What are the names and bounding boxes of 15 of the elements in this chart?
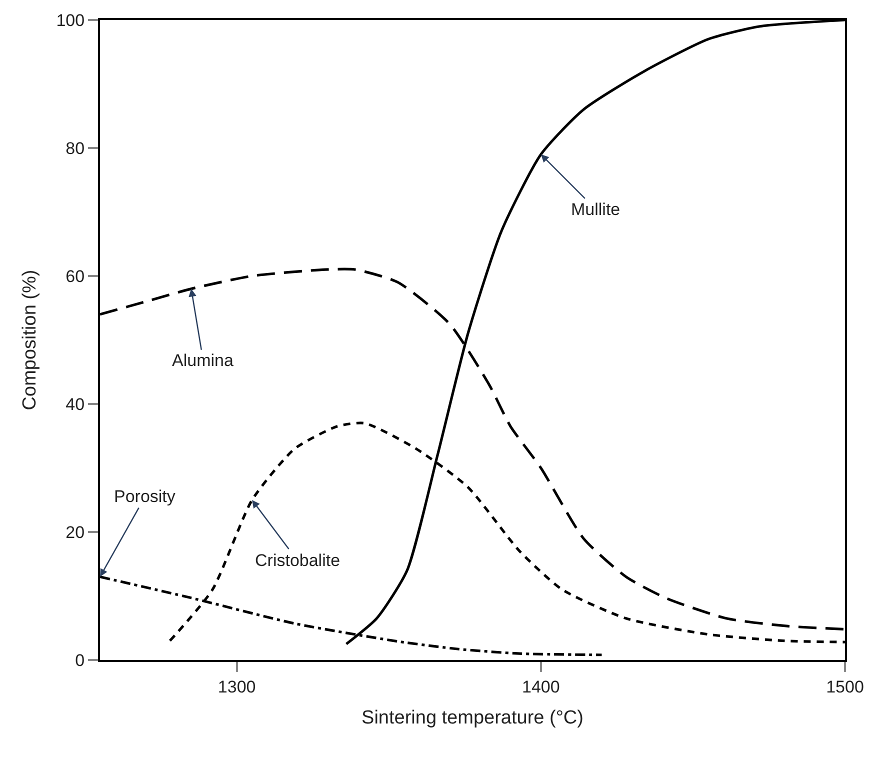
y-tick-label: 0 [75,650,85,670]
y-tick-label: 40 [66,394,85,414]
y-tick-label: 80 [66,138,85,158]
x-axis-title: Sintering temperature (°C) [362,708,584,729]
y-tick-label: 20 [66,522,85,542]
x-tick-label: 1400 [522,677,560,696]
y-axis-title: Composition (%) [20,270,41,410]
annotation: Alumina [172,351,234,370]
annotation: Cristobalite [255,551,340,570]
annotation: Porosity [114,487,176,506]
annotation: Mullite [571,200,620,219]
y-tick-label: 100 [56,10,85,30]
y-tick-label: 60 [66,266,85,286]
x-tick-label: 1500 [826,677,864,696]
x-tick-label: 1300 [218,677,256,696]
